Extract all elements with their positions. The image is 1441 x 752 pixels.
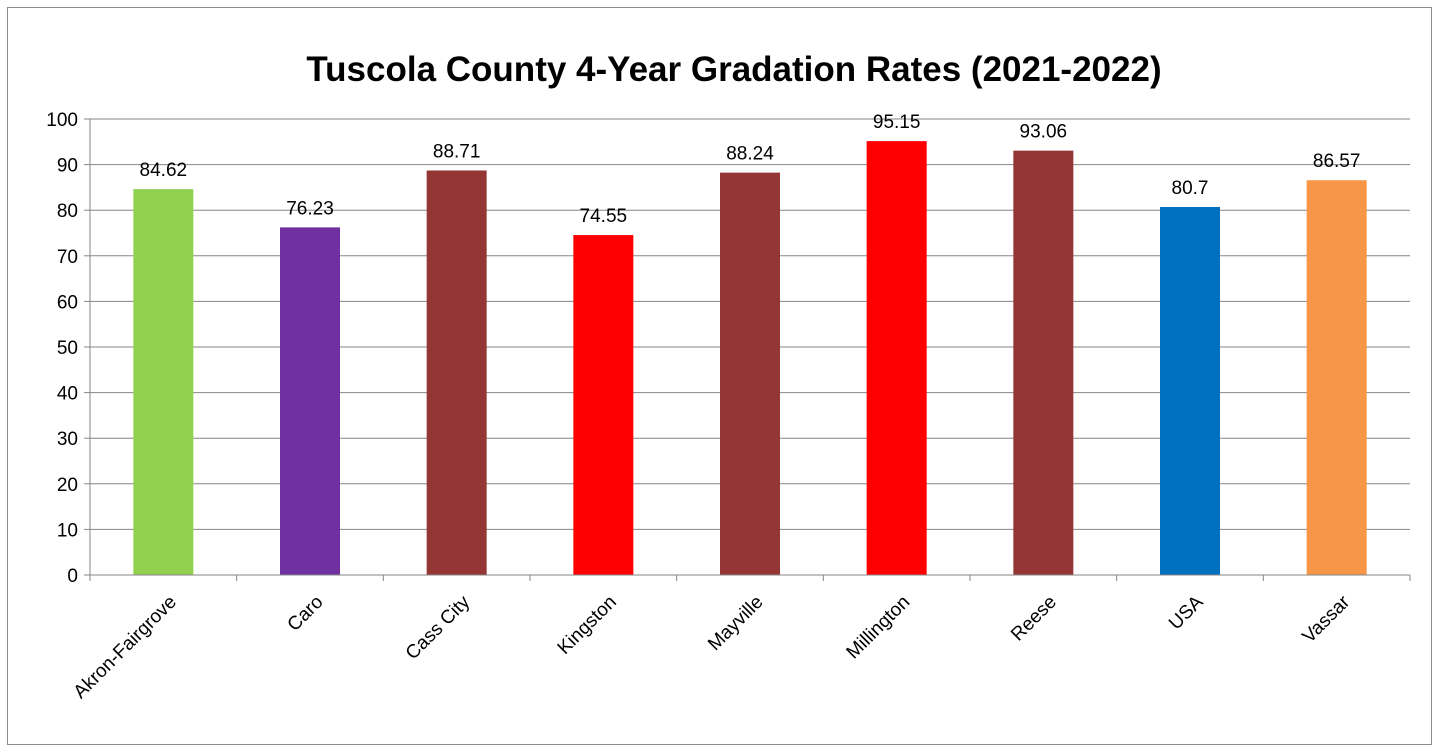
bar [573,235,634,575]
x-category-label: Mayville [704,592,767,655]
x-category-label: Akron-Fairgrove [70,592,181,703]
chart-frame: Tuscola County 4-Year Gradation Rates (2… [7,7,1432,745]
data-label: 95.15 [873,112,921,133]
bars [133,141,1367,576]
y-tick-label: 60 [57,292,78,313]
y-tick-label: 90 [57,156,78,177]
y-tick-label: 70 [57,247,78,268]
bar [1013,150,1074,575]
y-tick-label: 80 [57,201,78,222]
bar [426,170,487,575]
data-label: 93.06 [1020,122,1068,143]
x-category-label: USA [1165,591,1208,634]
bar [280,227,340,575]
bar [866,141,927,575]
x-category-label: Vassar [1299,591,1355,647]
y-tick-label: 30 [57,429,78,450]
data-label: 76.23 [286,198,334,219]
bar [720,172,780,575]
y-tick-label: 40 [57,384,78,405]
x-category-label: Kingston [554,592,621,659]
bar [1306,180,1367,576]
x-category-label: Cass City [402,591,475,664]
y-tick-label: 100 [46,110,78,131]
y-tick-label: 10 [57,520,78,541]
bar [133,189,194,575]
bar-chart: Tuscola County 4-Year Gradation Rates (2… [46,50,1411,703]
x-category-label: Caro [284,592,328,636]
axes: 0 10 20 30 40 50 60 70 80 90 100 [46,110,1411,587]
data-label: 74.55 [580,206,628,227]
data-label: 88.24 [726,144,774,165]
x-category-label: Reese [1007,592,1061,646]
data-label: 88.71 [433,141,481,162]
data-label: 84.62 [140,160,188,181]
data-label: 80.7 [1172,178,1209,199]
x-category-label: Millington [843,592,915,664]
data-label: 86.57 [1313,151,1361,172]
chart-title: Tuscola County 4-Year Gradation Rates (2… [306,50,1161,89]
y-tick-label: 50 [57,338,78,359]
bar [1160,207,1220,575]
y-tick-label: 0 [67,566,78,587]
y-tick-label: 20 [57,475,78,496]
